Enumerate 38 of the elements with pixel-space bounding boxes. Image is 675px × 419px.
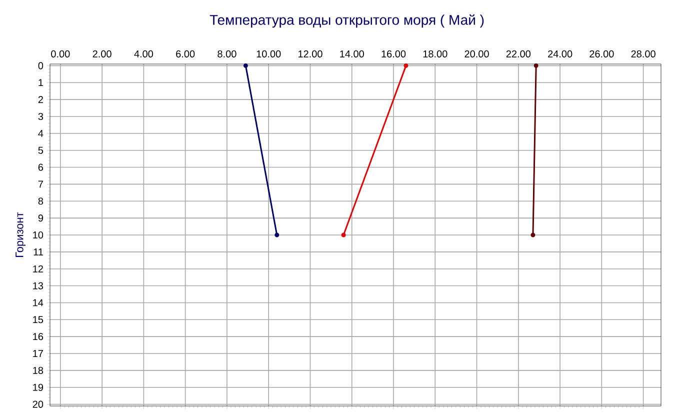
y-tick-label: 11 (34, 248, 43, 256)
y-tick-label: 1 (38, 79, 43, 86)
x-tick-label: 8.00 (218, 50, 236, 58)
x-tick-label: 14.00 (340, 50, 364, 58)
x-tick-label: 24.00 (548, 50, 572, 58)
y-tick-label: 2 (38, 96, 43, 104)
x-tick-label: 18.00 (423, 50, 448, 58)
chart-title: Температура воды открытого моря ( Май ) (210, 14, 484, 28)
x-tick-label: 28.00 (631, 50, 656, 58)
y-tick-label: 0 (38, 62, 44, 70)
y-tick-label: 9 (38, 214, 44, 222)
x-tick-label: 2.00 (92, 50, 112, 58)
x-tick-label: 0.00 (51, 50, 70, 58)
y-tick-label: 12 (33, 265, 43, 272)
x-tick-label: 6.00 (176, 50, 195, 58)
x-tick-label: 20.00 (464, 50, 489, 58)
y-tick-label: 19 (33, 384, 44, 391)
x-tick-label: 22.00 (506, 50, 531, 58)
x-tick-label: 26.00 (590, 50, 614, 58)
y-tick-label: 14 (33, 299, 44, 306)
y-tick-label: 13 (33, 282, 44, 290)
y-tick-label: 15 (33, 316, 44, 324)
y-tick-label: 16 (33, 333, 44, 340)
y-tick-label: 4 (38, 130, 44, 137)
y-tick-label: 18 (33, 366, 44, 374)
y-tick-label: 3 (38, 112, 44, 120)
x-tick-label: 12.00 (298, 50, 322, 58)
y-tick-label: 10 (33, 231, 44, 239)
y-axis-title: Горизонт (16, 212, 26, 257)
y-tick-label: 17 (33, 350, 43, 357)
y-tick-label: 20 (32, 400, 44, 408)
y-tick-label: 6 (38, 164, 44, 171)
y-tick-label: 5 (38, 146, 44, 154)
y-tick-label: 7 (38, 180, 43, 188)
x-tick-label: 16.00 (382, 50, 406, 58)
x-tick-label: 4.00 (134, 50, 154, 58)
x-tick-label: 10.00 (256, 50, 281, 58)
y-tick-label: 8 (38, 198, 44, 205)
